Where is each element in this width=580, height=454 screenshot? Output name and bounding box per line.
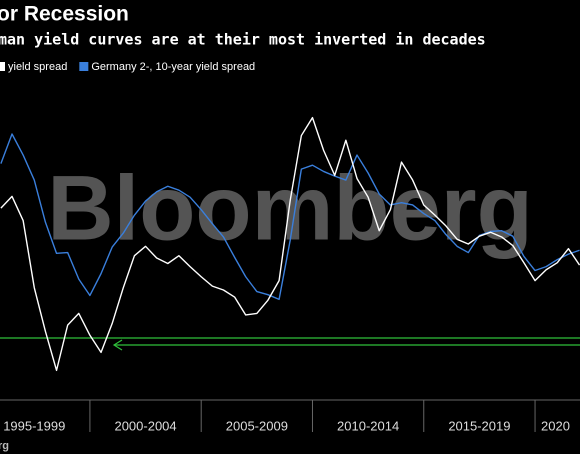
x-tick-label: 2005-2009 bbox=[226, 418, 288, 433]
chart-subtitle: man yield curves are at their most inver… bbox=[0, 31, 486, 49]
legend-swatch bbox=[79, 62, 89, 71]
chart-title: or Recession bbox=[0, 3, 129, 26]
target-line bbox=[0, 337, 580, 351]
legend-swatch bbox=[0, 62, 5, 71]
series-line bbox=[0, 133, 580, 301]
x-tick-label: 1995-1999 bbox=[3, 418, 65, 433]
x-tick-label: 2015-2019 bbox=[448, 418, 510, 433]
series-line bbox=[0, 116, 580, 372]
x-tick-label: 2010-2014 bbox=[337, 418, 399, 433]
x-tick-label: 2020 bbox=[541, 418, 570, 433]
legend-label: Germany 2-, 10-year yield spread bbox=[91, 61, 255, 73]
legend-label: yield spread bbox=[8, 61, 67, 73]
x-tick-label: 2000-2004 bbox=[114, 418, 176, 433]
source: rg bbox=[0, 440, 9, 452]
